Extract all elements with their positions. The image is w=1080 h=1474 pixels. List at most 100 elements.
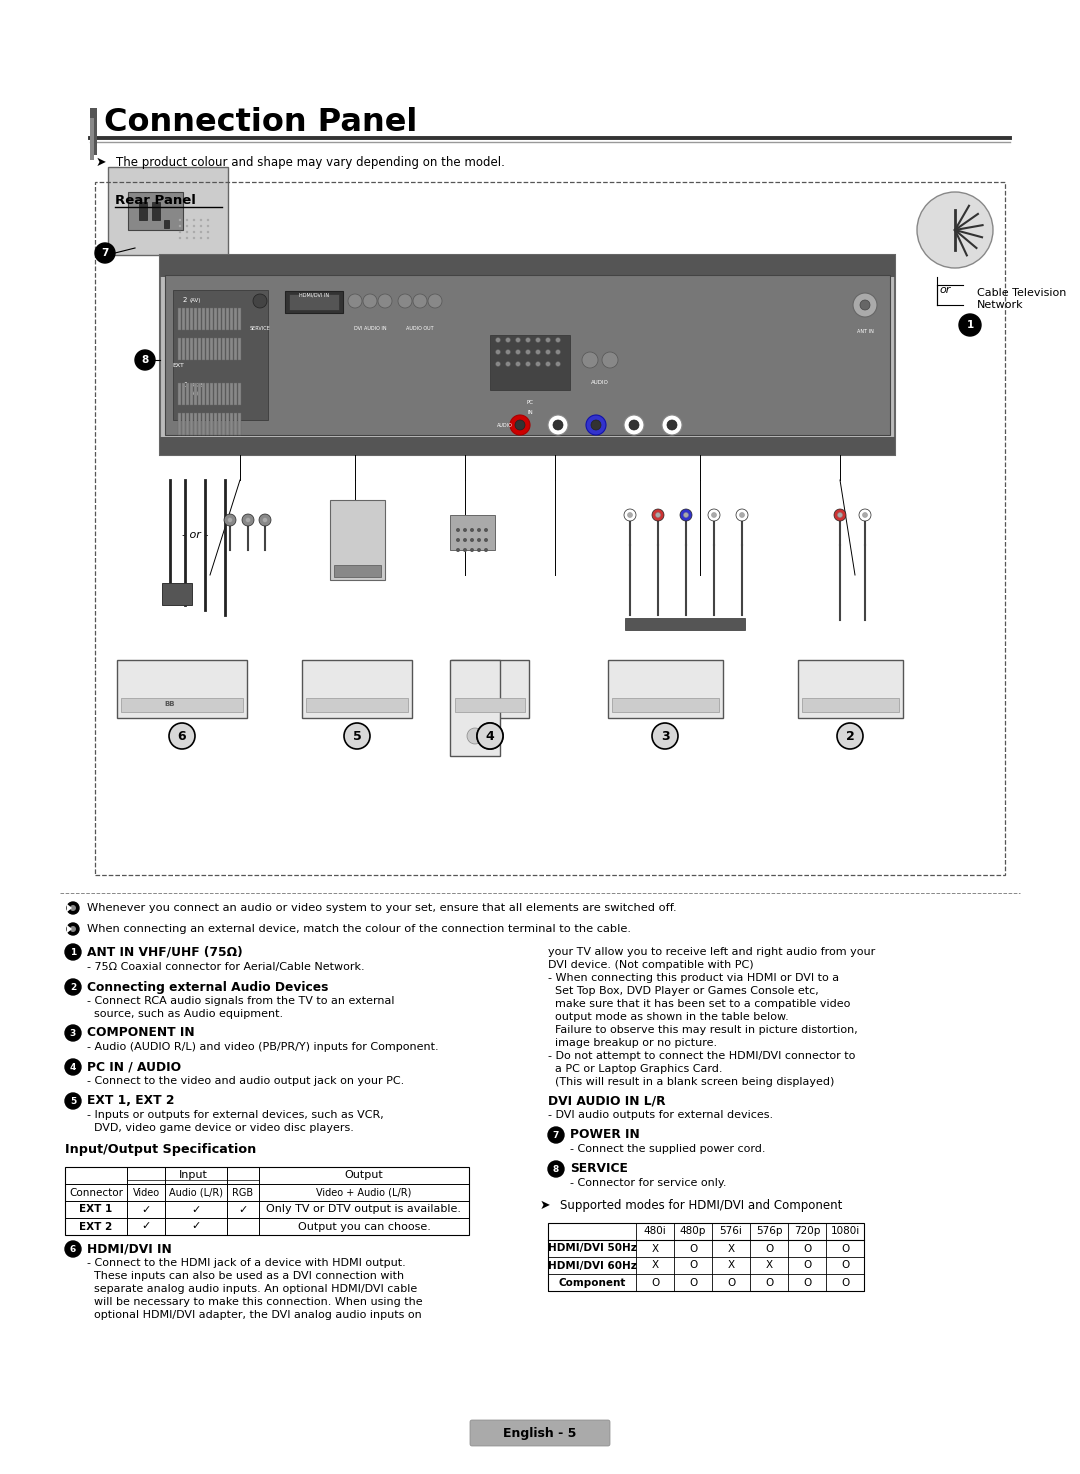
Text: EXT 1: EXT 1 [79,1204,112,1215]
Text: PC IN / AUDIO: PC IN / AUDIO [87,1060,181,1073]
Circle shape [477,724,503,749]
Text: EXT 1, EXT 2: EXT 1, EXT 2 [87,1095,175,1107]
Text: Output: Output [345,1170,383,1181]
Bar [164,220,168,228]
Bar [198,308,201,330]
Circle shape [470,548,474,551]
Circle shape [179,237,181,239]
Bar [612,699,719,712]
Circle shape [456,548,460,551]
Circle shape [470,538,474,542]
Bar [226,383,229,405]
Circle shape [345,724,370,749]
Bar [334,565,381,576]
Text: EXT 2: EXT 2 [79,1222,112,1231]
Bar [238,383,241,405]
Bar [234,383,237,405]
Text: or: or [940,284,950,295]
Bar [160,255,895,455]
Text: O: O [802,1244,811,1253]
Bar [129,192,183,230]
Text: O: O [802,1260,811,1271]
Text: Set Top Box, DVD Player or Games Console etc,: Set Top Box, DVD Player or Games Console… [548,986,819,996]
Bar [194,338,197,360]
Text: 3: 3 [70,1029,76,1038]
Bar [226,338,229,360]
Bar [160,436,895,455]
Text: 1: 1 [183,382,188,388]
Text: O: O [841,1244,849,1253]
Bar [183,338,185,360]
Circle shape [262,517,268,522]
Text: Failure to observe this may result in picture distortion,: Failure to observe this may result in pi… [548,1024,858,1035]
Bar [186,413,189,435]
Circle shape [667,420,677,430]
Text: Only TV or DTV output is available.: Only TV or DTV output is available. [267,1204,461,1215]
Text: Whenever you connect an audio or video system to your set, ensure that all eleme: Whenever you connect an audio or video s… [87,904,677,912]
Circle shape [526,361,530,367]
Text: O: O [689,1260,697,1271]
Text: optional HDMI/DVI adapter, the DVI analog audio inputs on: optional HDMI/DVI adapter, the DVI analo… [87,1310,422,1321]
Text: ✓: ✓ [191,1204,201,1215]
Circle shape [193,231,195,233]
Circle shape [536,349,540,355]
Bar [178,338,180,360]
Circle shape [193,237,195,239]
Bar [178,413,180,435]
Circle shape [245,517,251,522]
Circle shape [67,923,79,935]
Circle shape [555,361,561,367]
Text: Connector: Connector [69,1188,123,1197]
Bar [206,308,208,330]
Text: - Connector for service only.: - Connector for service only. [570,1178,727,1188]
Text: - Connect the supplied power cord.: - Connect the supplied power cord. [570,1144,766,1154]
Text: O: O [689,1278,697,1287]
Text: your TV allow you to receive left and right audio from your: your TV allow you to receive left and ri… [548,946,875,957]
Text: The product colour and shape may vary depending on the model.: The product colour and shape may vary de… [116,155,504,168]
Circle shape [496,349,500,355]
Text: X: X [728,1260,734,1271]
Text: O: O [689,1244,697,1253]
Text: Rear Panel: Rear Panel [114,193,195,206]
Text: These inputs can also be used as a DVI connection with: These inputs can also be used as a DVI c… [87,1271,404,1281]
Bar [183,413,185,435]
Circle shape [186,226,188,227]
Bar [285,290,343,312]
Circle shape [348,293,362,308]
Bar [121,699,243,712]
Circle shape [193,218,195,221]
Bar [214,308,216,330]
Text: will be necessary to make this connection. When using the: will be necessary to make this connectio… [87,1297,422,1307]
Circle shape [168,724,195,749]
Circle shape [428,293,442,308]
Circle shape [484,548,488,551]
Bar [230,383,232,405]
Circle shape [545,349,551,355]
Text: 7: 7 [102,248,109,258]
Bar [289,293,339,310]
Text: - Audio (AUDIO R/L) and video (PB/PR/Y) inputs for Component.: - Audio (AUDIO R/L) and video (PB/PR/Y) … [87,1042,438,1052]
Circle shape [515,349,521,355]
Bar [802,699,899,712]
Text: Video + Audio (L/R): Video + Audio (L/R) [316,1188,411,1197]
Text: AUDIO: AUDIO [497,423,513,427]
Text: 5: 5 [70,1097,76,1106]
Circle shape [186,218,188,221]
Bar [202,338,204,360]
Circle shape [463,548,467,551]
Bar [160,255,895,277]
Bar [198,383,201,405]
Text: ➤: ➤ [96,155,107,168]
Text: 4: 4 [70,1063,77,1072]
Bar [455,699,525,712]
Circle shape [526,349,530,355]
Circle shape [206,231,210,233]
Text: 480p: 480p [679,1226,706,1237]
Circle shape [95,243,114,262]
Circle shape [186,231,188,233]
Text: DVD, video game device or video disc players.: DVD, video game device or video disc pla… [87,1123,354,1134]
Text: COMPONENT IN: COMPONENT IN [577,457,619,463]
Circle shape [860,301,870,310]
Circle shape [505,361,511,367]
Circle shape [859,509,870,520]
